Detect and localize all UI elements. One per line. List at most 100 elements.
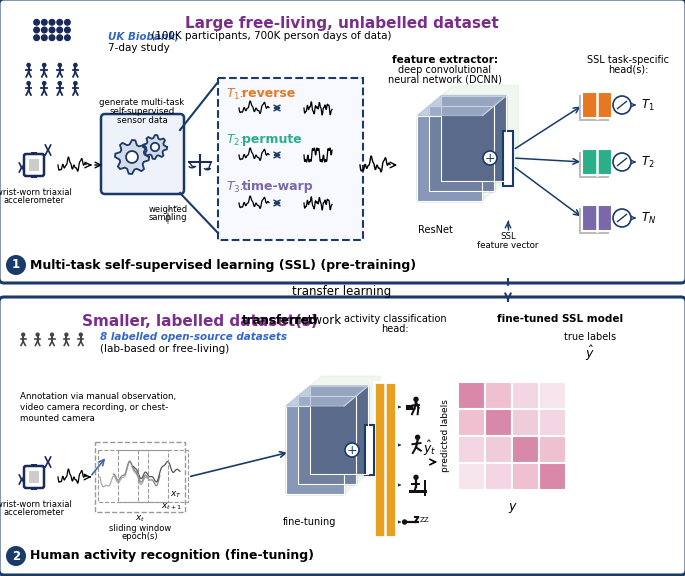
Bar [579, 208, 609, 234]
Circle shape [36, 332, 40, 337]
Circle shape [50, 332, 54, 337]
Text: UK Biobank;: UK Biobank; [108, 31, 179, 41]
Circle shape [26, 63, 31, 67]
Text: deep convolutional: deep convolutional [399, 65, 492, 75]
Text: $T_1$:: $T_1$: [226, 87, 246, 102]
Circle shape [73, 63, 77, 67]
Bar [539, 382, 566, 409]
Text: $T_1$: $T_1$ [641, 97, 655, 112]
Circle shape [413, 397, 419, 402]
Circle shape [49, 26, 55, 33]
Bar [424, 480, 426, 496]
Bar [409, 490, 427, 493]
Text: ResNet: ResNet [418, 225, 452, 235]
Circle shape [41, 26, 48, 33]
Text: $\hat{y}_t$: $\hat{y}_t$ [423, 439, 437, 458]
Circle shape [613, 153, 631, 171]
Circle shape [483, 151, 497, 165]
Text: $x_t$: $x_t$ [135, 514, 145, 525]
Text: true labels: true labels [564, 332, 616, 342]
Bar [579, 95, 609, 121]
Text: accelerometer: accelerometer [3, 196, 64, 205]
Text: accelerometer: accelerometer [3, 508, 64, 517]
FancyBboxPatch shape [24, 154, 44, 176]
Bar [31, 486, 37, 490]
Circle shape [33, 26, 40, 33]
Text: fine-tuning: fine-tuning [284, 517, 337, 527]
Circle shape [49, 19, 55, 26]
Text: $T_3$:: $T_3$: [226, 180, 246, 195]
Bar [582, 205, 612, 231]
Text: sensor data: sensor data [116, 116, 167, 125]
Text: network: network [294, 314, 342, 327]
Bar [29, 471, 40, 483]
Circle shape [79, 332, 83, 337]
Text: Smaller, labelled dataset(s): Smaller, labelled dataset(s) [82, 314, 318, 329]
Text: feature extractor:: feature extractor: [392, 55, 498, 65]
Text: $x_{t+1}$: $x_{t+1}$ [161, 502, 182, 513]
Polygon shape [310, 386, 368, 474]
Text: wrist-worn triaxial: wrist-worn triaxial [0, 188, 72, 197]
Bar [512, 382, 539, 409]
Bar [582, 92, 612, 118]
Circle shape [64, 19, 71, 26]
Circle shape [58, 81, 62, 86]
Bar [485, 409, 512, 436]
Bar [512, 463, 539, 490]
Text: Multi-task self-supervised learning (SSL) (pre-training): Multi-task self-supervised learning (SSL… [30, 259, 416, 271]
Circle shape [64, 332, 68, 337]
Text: permute: permute [242, 133, 302, 146]
Circle shape [41, 34, 48, 41]
Circle shape [33, 34, 40, 41]
Text: +: + [485, 151, 495, 165]
Bar [458, 409, 485, 436]
Text: head(s):: head(s): [608, 65, 648, 75]
Text: head:: head: [381, 324, 409, 334]
Circle shape [345, 443, 359, 457]
Text: transfer learning: transfer learning [292, 286, 392, 298]
Bar [512, 409, 539, 436]
Circle shape [613, 209, 631, 227]
Bar [458, 436, 485, 463]
Bar [539, 409, 566, 436]
Text: $T_2$: $T_2$ [641, 154, 655, 169]
Bar [485, 382, 512, 409]
Bar [365, 425, 374, 475]
FancyBboxPatch shape [24, 466, 44, 488]
Polygon shape [442, 96, 506, 180]
Text: time-warp: time-warp [242, 180, 314, 193]
Circle shape [6, 255, 26, 275]
Bar [31, 152, 37, 156]
Text: $x_T$: $x_T$ [170, 490, 182, 501]
Text: generate multi-task: generate multi-task [99, 98, 185, 107]
Circle shape [33, 19, 40, 26]
Polygon shape [417, 85, 519, 200]
Circle shape [151, 143, 159, 151]
Bar [503, 131, 513, 185]
Polygon shape [286, 406, 344, 494]
Bar [138, 450, 188, 502]
Text: video camera recording, or chest-: video camera recording, or chest- [20, 403, 169, 412]
Text: feature vector: feature vector [477, 241, 538, 250]
Bar [31, 464, 37, 468]
Circle shape [21, 332, 25, 337]
Text: mounted camera: mounted camera [20, 414, 95, 423]
Bar [29, 158, 40, 172]
Text: wrist-worn triaxial: wrist-worn triaxial [0, 500, 72, 509]
Text: $\hat{y}$: $\hat{y}$ [585, 344, 595, 363]
Circle shape [64, 34, 71, 41]
Circle shape [415, 435, 421, 440]
Text: $T_N$: $T_N$ [641, 210, 656, 226]
Circle shape [49, 34, 55, 41]
Bar [582, 149, 612, 175]
Text: sampling: sampling [149, 213, 187, 222]
Text: (100K participants, 700K person days of data): (100K participants, 700K person days of … [148, 31, 392, 41]
Bar [374, 382, 396, 537]
Bar [218, 78, 363, 240]
Polygon shape [115, 140, 149, 174]
Circle shape [42, 63, 47, 67]
Text: transferred: transferred [242, 314, 318, 327]
Circle shape [56, 19, 63, 26]
Circle shape [73, 81, 77, 86]
Text: weighted: weighted [149, 205, 188, 214]
